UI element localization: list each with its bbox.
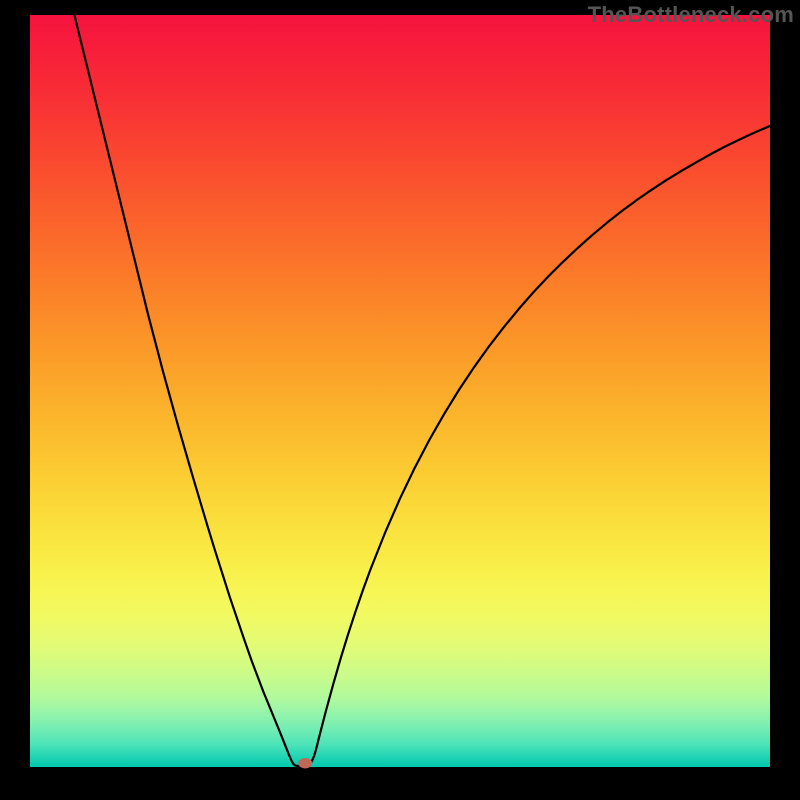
attribution-label: TheBottleneck.com [588,2,794,28]
chart-container: TheBottleneck.com [0,0,800,800]
optimal-point-marker [298,758,312,768]
chart-svg [0,0,800,800]
plot-background [30,15,770,767]
